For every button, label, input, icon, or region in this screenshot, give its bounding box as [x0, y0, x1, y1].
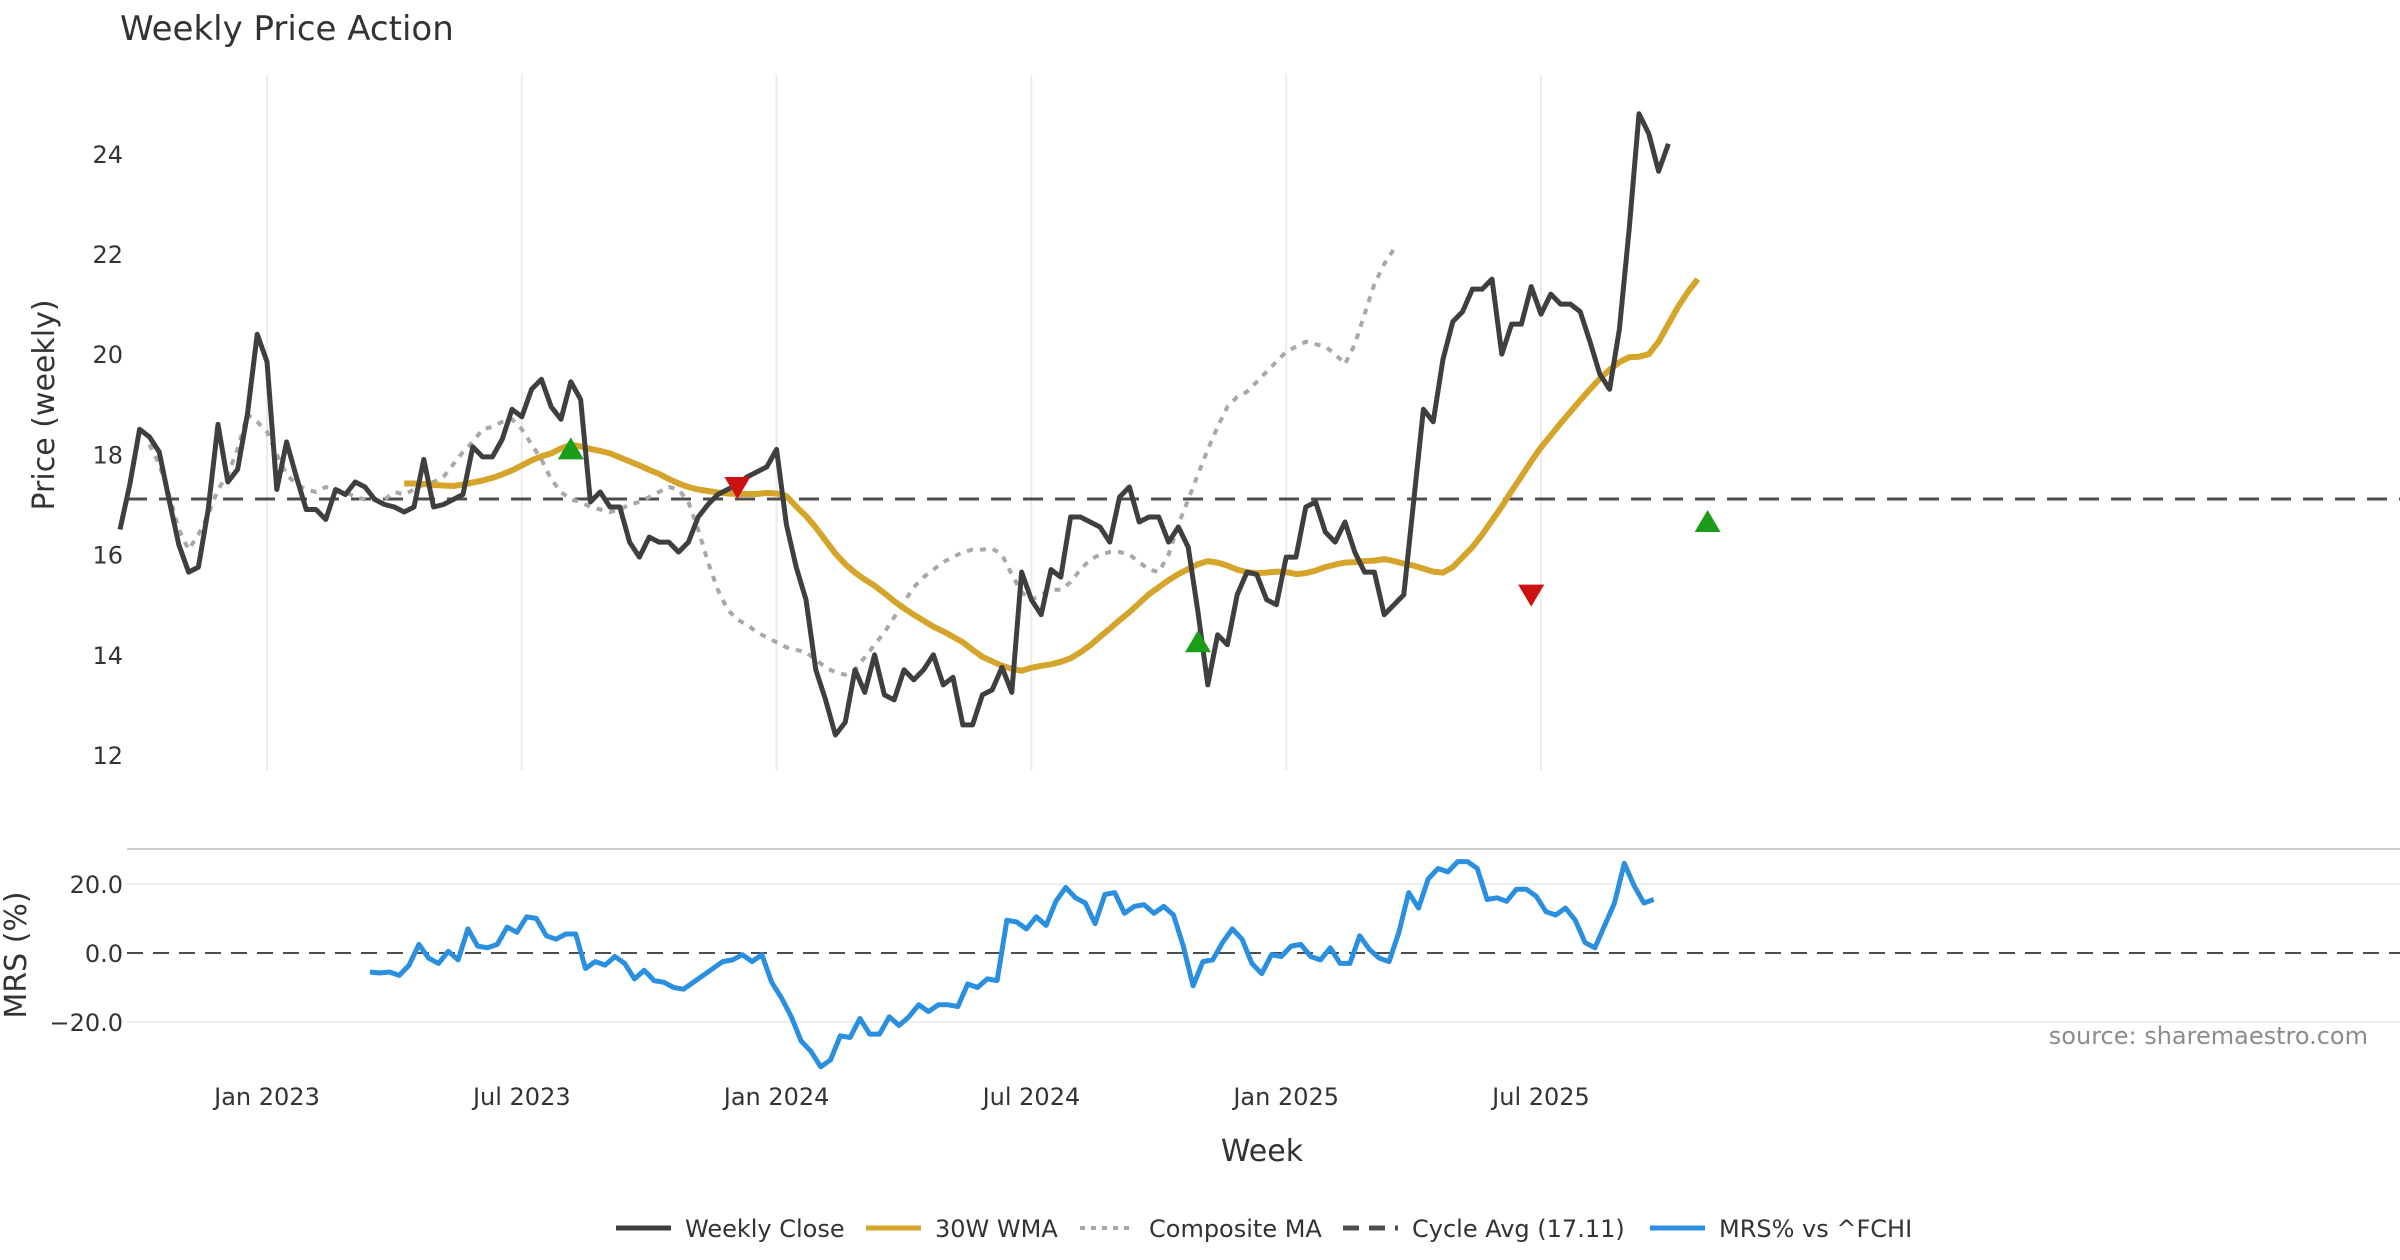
- x-tick-label: Jan 2024: [722, 1083, 830, 1111]
- price-y-tick-label: 22: [92, 241, 123, 269]
- price-y-tick-label: 24: [92, 141, 123, 169]
- price-y-ticks: 12 14 16 18 20 22 24: [92, 141, 123, 770]
- legend-label: Composite MA: [1149, 1215, 1322, 1243]
- x-axis-ticks: Jan 2023 Jul 2023 Jan 2024 Jul 2024 Jan 2025…: [212, 1083, 1590, 1111]
- chart-title: Weekly Price Action: [120, 9, 454, 49]
- mrs-y-ticks: 20.0 0.0 −20.0: [49, 871, 123, 1037]
- mrs-y-tick-label: 0.0: [85, 940, 123, 968]
- wma-30w-line: [404, 277, 1701, 674]
- price-y-tick-label: 18: [92, 441, 123, 469]
- legend-label: 30W WMA: [935, 1215, 1058, 1243]
- buy-signal-marker: [1694, 510, 1721, 533]
- x-tick-label: Jan 2025: [1231, 1083, 1339, 1111]
- legend-label: Cycle Avg (17.11): [1412, 1215, 1625, 1243]
- mrs-grid: [127, 883, 2400, 1023]
- mrs-y-axis-label: MRS (%): [0, 891, 34, 1018]
- signal-markers: [557, 437, 1721, 653]
- weekly-close-line: [117, 111, 1671, 738]
- buy-signal-marker: [1185, 630, 1211, 653]
- legend-label: Weekly Close: [685, 1215, 845, 1243]
- sell-signal-marker: [724, 476, 751, 499]
- source-note: source: sharemaestro.com: [2049, 1022, 2368, 1050]
- x-axis-label: Week: [1221, 1134, 1304, 1169]
- x-tick-label: Jul 2025: [1490, 1083, 1590, 1111]
- mrs-panel: 20.0 0.0 −20.0 MRS (%) source: sharemaestr…: [0, 848, 2400, 1070]
- buy-signal-marker: [557, 437, 584, 460]
- x-tick-label: Jul 2023: [471, 1083, 571, 1111]
- mrs-y-tick-label: 20.0: [70, 871, 123, 899]
- legend: Weekly Close 30W WMA Composite MA Cycle Avg…: [616, 1215, 1912, 1243]
- price-panel: 12 14 16 18 20 22 24 Price (weekly): [27, 75, 2400, 770]
- price-y-tick-label: 12: [92, 742, 123, 770]
- price-vertical-grid: [266, 75, 1542, 770]
- sell-signal-marker: [1518, 584, 1545, 607]
- price-y-tick-label: 16: [92, 542, 123, 570]
- x-tick-label: Jul 2024: [981, 1083, 1081, 1111]
- price-y-tick-label: 14: [92, 642, 123, 670]
- price-y-axis-label: Price (weekly): [27, 299, 62, 510]
- mrs-y-tick-label: −20.0: [49, 1009, 123, 1037]
- mrs-line: [369, 859, 1655, 1070]
- x-tick-label: Jan 2023: [212, 1083, 320, 1111]
- composite-ma-line: [147, 247, 1396, 677]
- legend-label: MRS% vs ^FCHI: [1719, 1215, 1912, 1243]
- price-y-tick-label: 20: [92, 341, 123, 369]
